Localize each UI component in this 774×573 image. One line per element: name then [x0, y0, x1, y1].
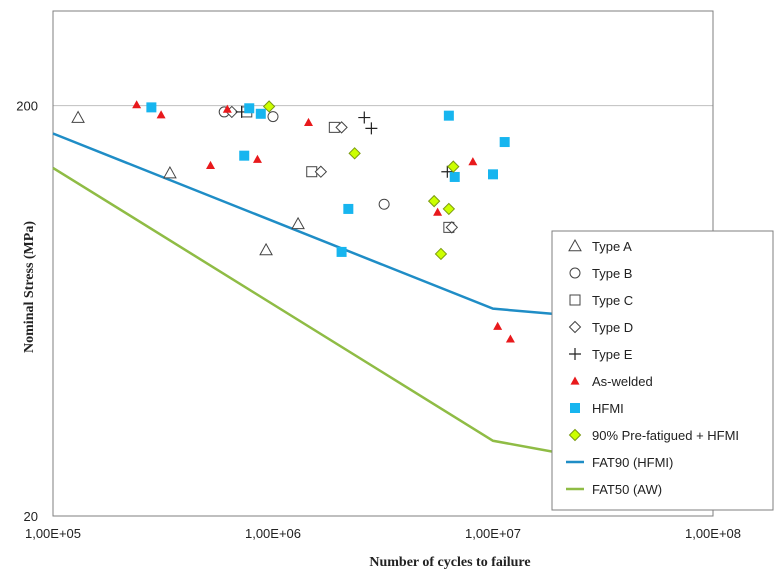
line-layer: [52, 132, 560, 455]
x-tick-label: 1,00E+06: [245, 526, 301, 541]
legend-label-type-d: Type D: [592, 320, 633, 335]
legend-label-as-welded: As-welded: [592, 374, 653, 389]
data-point-as-welded: [132, 100, 142, 109]
legend-label-type-a: Type A: [592, 239, 632, 254]
legend-label-90-pre-fatigued-hfmi: 90% Pre-fatigued + HFMI: [592, 428, 739, 443]
y-tick-label: 200: [16, 99, 38, 114]
data-point-as-welded: [493, 321, 503, 330]
marker-layer: [71, 100, 515, 343]
x-axis-title: Number of cycles to failure: [369, 555, 530, 570]
data-point-hfmi: [255, 108, 266, 119]
data-point-90-pre-fatigued-hfmi: [442, 202, 456, 216]
data-point-as-welded: [222, 104, 232, 113]
data-point-as-welded: [156, 110, 166, 119]
data-point-hfmi: [336, 246, 347, 257]
x-tick-label: 1,00E+05: [25, 526, 81, 541]
tick-layer: 1,00E+05 1,00E+06 1,00E+07 1,00E+08 20 200: [16, 99, 741, 541]
series-line-fat90-hfmi: [52, 132, 560, 316]
legend-label-type-b: Type B: [592, 266, 632, 281]
data-point-type-d: [335, 121, 348, 134]
data-point-as-welded: [252, 154, 262, 163]
data-point-hfmi: [146, 102, 157, 113]
data-point-type-a: [291, 216, 305, 230]
data-point-90-pre-fatigued-hfmi: [427, 194, 441, 208]
legend-label-fat90-hfmi: FAT90 (HFMI): [592, 455, 673, 470]
data-point-as-welded: [304, 117, 314, 126]
data-point-as-welded: [505, 334, 515, 343]
data-point-type-d: [445, 221, 459, 234]
legend-swatch-as-welded: [570, 376, 580, 385]
data-point-type-a: [259, 242, 273, 256]
legend-swatch-type-e: [569, 348, 581, 360]
data-point-90-pre-fatigued-hfmi: [348, 147, 361, 160]
legend: Type A Type B Type C Type D Type E As-welded H…: [551, 230, 774, 511]
data-point-hfmi: [449, 171, 460, 182]
data-point-as-welded: [433, 207, 443, 216]
legend-swatch-type-d: [568, 320, 582, 334]
data-point-hfmi: [499, 137, 510, 148]
legend-swatch-hfmi: [570, 403, 580, 413]
legend-swatch-type-c: [569, 294, 581, 306]
legend-swatch-90-pre-fatigued-hfmi: [568, 428, 582, 442]
data-point-hfmi: [488, 169, 498, 180]
x-tick-label: 1,00E+08: [685, 526, 741, 541]
data-point-type-a: [163, 165, 177, 179]
legend-label-type-c: Type C: [592, 293, 633, 308]
legend-box: [551, 230, 774, 511]
legend-swatch-type-a: [568, 238, 582, 252]
data-point-type-e: [358, 111, 371, 124]
legend-label-type-e: Type E: [592, 347, 633, 362]
legend-label-fat50-aw: FAT50 (AW): [592, 482, 662, 497]
legend-swatch-type-b: [569, 267, 581, 279]
data-point-type-b: [378, 198, 390, 210]
data-point-hfmi: [239, 150, 250, 161]
legend-label-hfmi: HFMI: [592, 401, 624, 416]
series-line-fat50-aw: [52, 166, 560, 455]
data-point-hfmi: [244, 103, 255, 114]
data-point-hfmi: [443, 110, 454, 121]
data-point-90-pre-fatigued-hfmi: [447, 160, 460, 173]
data-point-type-d: [314, 165, 328, 178]
x-tick-label: 1,00E+07: [465, 526, 521, 541]
data-point-type-a: [71, 110, 85, 123]
data-point-90-pre-fatigued-hfmi: [262, 100, 276, 113]
data-point-as-welded: [468, 157, 478, 166]
y-tick-label: 20: [24, 509, 38, 524]
data-point-90-pre-fatigued-hfmi: [434, 247, 448, 261]
data-point-type-b: [267, 111, 279, 123]
y-axis-title: Nominal Stress (MPa): [22, 221, 37, 353]
data-point-type-e: [441, 165, 454, 178]
data-point-hfmi: [343, 203, 354, 214]
data-point-type-e: [365, 122, 378, 135]
data-point-as-welded: [206, 160, 216, 169]
